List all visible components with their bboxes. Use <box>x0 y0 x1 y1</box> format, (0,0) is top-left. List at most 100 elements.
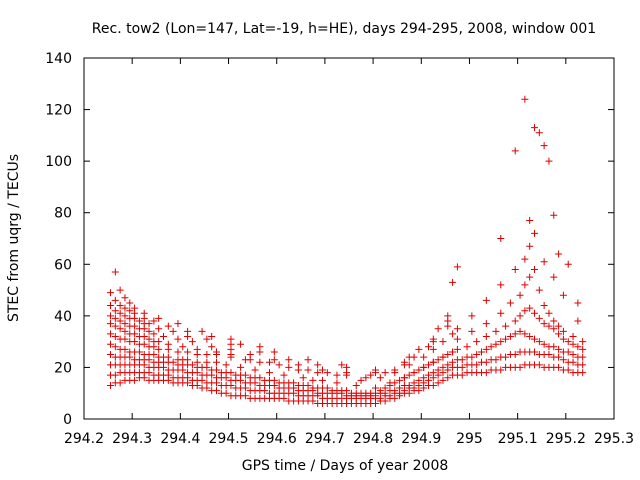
data-point <box>545 157 553 165</box>
data-point <box>449 358 457 366</box>
data-point <box>468 327 476 335</box>
data-point <box>111 371 119 379</box>
data-point <box>531 309 538 317</box>
data-point <box>391 366 399 374</box>
data-point <box>241 371 249 379</box>
data-point <box>434 325 442 333</box>
data-point <box>458 363 466 371</box>
data-point <box>502 335 510 343</box>
data-point <box>531 335 538 343</box>
data-point <box>511 147 519 155</box>
data-point <box>169 327 177 335</box>
data-point <box>343 387 351 395</box>
data-point <box>540 142 548 150</box>
data-point <box>492 356 500 364</box>
y-tick-label: 80 <box>54 206 72 222</box>
x-tick-label: 294.6 <box>257 431 297 447</box>
data-point <box>564 348 572 356</box>
data-point <box>314 361 322 369</box>
data-point <box>473 351 481 359</box>
data-point <box>429 338 437 346</box>
data-point <box>111 296 119 304</box>
data-point <box>372 384 379 392</box>
data-point <box>564 338 572 346</box>
data-point <box>285 363 293 371</box>
data-point <box>555 345 563 353</box>
data-point <box>376 374 384 382</box>
data-point <box>410 379 418 387</box>
data-point <box>497 281 505 289</box>
x-tick-label: 295.2 <box>546 431 586 447</box>
data-point <box>184 348 192 356</box>
data-point <box>516 312 524 320</box>
data-point <box>429 358 437 366</box>
data-point <box>150 330 158 338</box>
data-point <box>569 351 577 359</box>
data-point <box>256 374 264 382</box>
data-point <box>439 353 447 361</box>
data-point <box>193 358 201 366</box>
data-point <box>535 338 543 346</box>
data-point <box>555 330 563 338</box>
data-point <box>121 335 129 343</box>
data-point <box>540 258 548 266</box>
data-point <box>410 369 418 377</box>
data-point <box>444 312 452 320</box>
data-point <box>208 332 216 340</box>
data-point <box>526 332 534 340</box>
data-point <box>381 384 389 392</box>
x-tick-label: 294.8 <box>353 431 393 447</box>
data-point <box>323 384 331 392</box>
data-point <box>453 345 461 353</box>
data-point <box>121 327 129 335</box>
data-point <box>304 381 312 389</box>
y-tick-label: 100 <box>45 154 72 170</box>
data-point <box>526 242 534 250</box>
data-point <box>458 371 466 379</box>
data-point <box>420 363 428 371</box>
data-point <box>550 317 558 325</box>
data-point <box>449 278 457 286</box>
data-point <box>304 356 312 364</box>
data-point <box>304 366 312 374</box>
data-point <box>107 289 114 297</box>
data-point <box>140 309 148 317</box>
data-point <box>193 345 201 353</box>
data-point <box>497 235 505 242</box>
data-point <box>179 343 187 351</box>
data-point <box>116 325 124 333</box>
data-point <box>400 361 408 369</box>
data-point <box>169 358 177 366</box>
data-point <box>559 356 567 364</box>
data-point <box>400 374 408 382</box>
data-point <box>550 273 558 281</box>
data-point <box>425 361 432 369</box>
y-tick-label: 0 <box>63 412 72 428</box>
data-point <box>574 317 582 325</box>
x-tick-label: 294.4 <box>160 431 200 447</box>
x-tick-label: 294.2 <box>64 431 104 447</box>
data-point <box>107 351 114 359</box>
data-point <box>203 335 211 343</box>
data-point <box>367 371 375 379</box>
x-tick-label: 294.5 <box>208 431 248 447</box>
data-point <box>540 340 548 348</box>
data-point <box>381 369 389 377</box>
data-point <box>121 320 129 328</box>
data-point <box>468 353 476 361</box>
data-point <box>569 340 577 348</box>
data-point <box>511 265 519 273</box>
data-point <box>188 361 196 369</box>
data-point <box>531 348 538 356</box>
data-point <box>415 366 423 374</box>
data-point <box>555 363 563 371</box>
data-point <box>111 332 119 340</box>
data-point <box>131 330 139 338</box>
data-point <box>579 338 587 346</box>
data-point <box>531 265 538 273</box>
data-point <box>213 348 220 356</box>
data-point <box>521 281 529 289</box>
data-point <box>453 335 461 343</box>
data-point <box>116 309 124 317</box>
data-point <box>256 343 264 351</box>
